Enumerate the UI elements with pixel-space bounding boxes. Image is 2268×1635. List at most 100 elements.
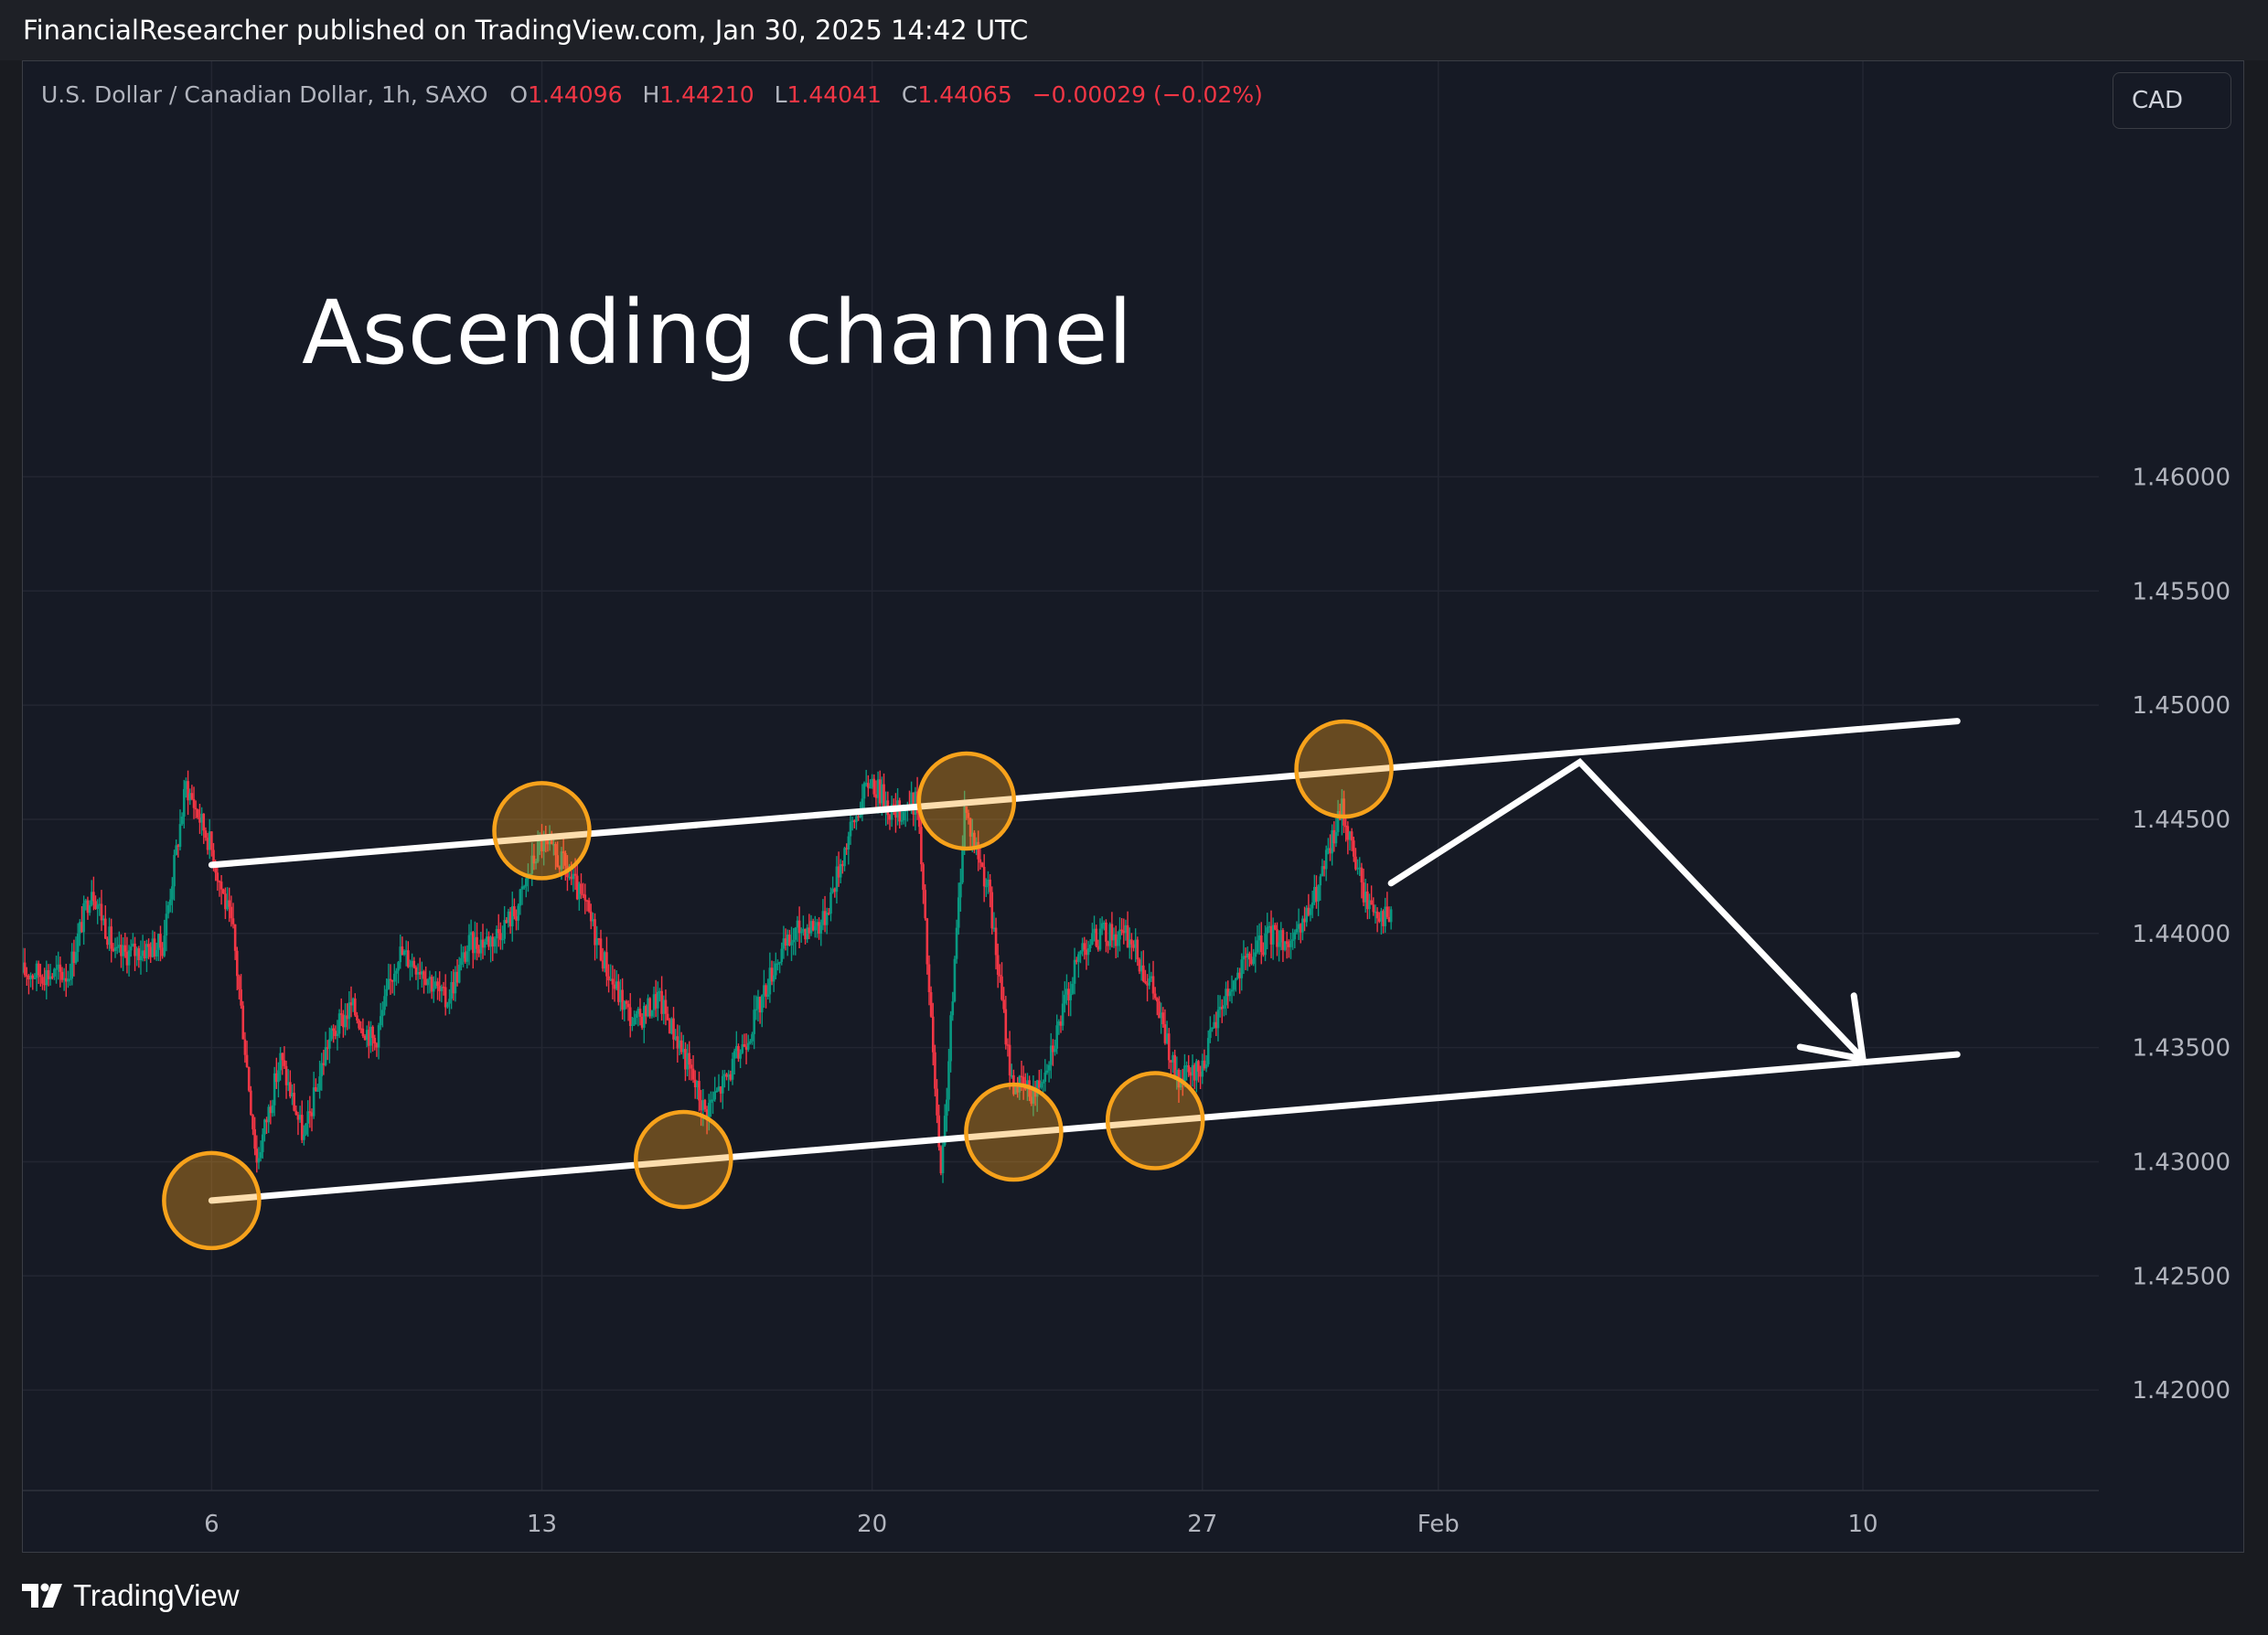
candle-down[interactable] — [841, 863, 844, 867]
candle-down[interactable] — [100, 903, 103, 921]
candle-up[interactable] — [474, 936, 476, 954]
candle-down[interactable] — [725, 1074, 728, 1077]
candle-down[interactable] — [508, 911, 512, 927]
candle-down[interactable] — [27, 976, 30, 980]
candle-up[interactable] — [1268, 925, 1271, 928]
candle-down[interactable] — [112, 948, 115, 951]
candle-up[interactable] — [82, 903, 85, 933]
candle-down[interactable] — [925, 918, 929, 965]
candle-down[interactable] — [1006, 1044, 1010, 1046]
candle-down[interactable] — [455, 971, 459, 983]
candle-up[interactable] — [377, 1025, 380, 1048]
candle-up[interactable] — [113, 947, 117, 951]
candle-down[interactable] — [255, 1149, 259, 1163]
candle-up[interactable] — [178, 824, 182, 848]
candle-down[interactable] — [554, 843, 557, 856]
candle-up[interactable] — [560, 851, 563, 870]
candle-up[interactable] — [486, 936, 488, 942]
candle-down[interactable] — [125, 951, 129, 966]
candle-down[interactable] — [241, 1005, 245, 1040]
candle-up[interactable] — [1297, 924, 1300, 929]
candle-up[interactable] — [132, 943, 134, 947]
candle-down[interactable] — [599, 938, 603, 961]
candle-down[interactable] — [326, 1047, 329, 1049]
candle-up[interactable] — [48, 976, 52, 979]
candle-up[interactable] — [1160, 1012, 1162, 1019]
candle-up[interactable] — [809, 921, 813, 934]
candle-up[interactable] — [578, 883, 581, 900]
candle-down[interactable] — [1344, 825, 1347, 828]
candle-down[interactable] — [1281, 930, 1285, 950]
candle-down[interactable] — [1262, 952, 1265, 956]
candle-down[interactable] — [1259, 935, 1263, 953]
candle-up[interactable] — [298, 1115, 302, 1120]
candle-down[interactable] — [363, 1035, 367, 1041]
candle-up[interactable] — [816, 922, 818, 926]
price-chart[interactable]: Ascending channel 1.46000 1.45500 1.45000 1… — [23, 61, 2243, 1552]
candle-down[interactable] — [283, 1060, 286, 1066]
candle-down[interactable] — [700, 1100, 702, 1111]
candle-down[interactable] — [332, 1028, 335, 1031]
candle-up[interactable] — [794, 927, 797, 940]
candle-up[interactable] — [727, 1074, 731, 1077]
candle-up[interactable] — [336, 1033, 339, 1037]
candle-down[interactable] — [228, 900, 231, 907]
candle-up[interactable] — [1305, 907, 1309, 923]
candle-up[interactable] — [155, 949, 158, 956]
candle-down[interactable] — [92, 892, 95, 902]
candle-up[interactable] — [721, 1075, 724, 1094]
candle-down[interactable] — [23, 962, 27, 976]
candle-up[interactable] — [772, 975, 776, 982]
candle-up[interactable] — [753, 1010, 755, 1034]
candle-down[interactable] — [654, 994, 658, 1009]
candle-up[interactable] — [642, 1006, 646, 1028]
candle-up[interactable] — [1331, 829, 1333, 854]
candle-down[interactable] — [570, 876, 573, 880]
candle-up[interactable] — [572, 873, 575, 880]
candle-down[interactable] — [1052, 1045, 1054, 1053]
candle-down[interactable] — [334, 1031, 337, 1037]
candle-up[interactable] — [1204, 1063, 1208, 1069]
candle-down[interactable] — [556, 855, 559, 868]
chart-panel[interactable]: Ascending channel 1.46000 1.45500 1.45000 1… — [22, 60, 2244, 1553]
candle-down[interactable] — [1022, 1076, 1025, 1085]
candle-up[interactable] — [1134, 939, 1137, 948]
candle-down[interactable] — [289, 1082, 292, 1097]
candle-down[interactable] — [418, 971, 422, 975]
candle-down[interactable] — [688, 1053, 691, 1065]
candle-down[interactable] — [563, 852, 567, 866]
candle-up[interactable] — [517, 905, 520, 921]
candle-up[interactable] — [731, 1058, 734, 1080]
candle-up[interactable] — [392, 973, 396, 982]
candle-up[interactable] — [1117, 939, 1119, 946]
candle-down[interactable] — [582, 893, 584, 896]
candle-up[interactable] — [1225, 988, 1227, 1006]
candle-up[interactable] — [525, 878, 528, 887]
candle-up[interactable] — [959, 882, 962, 898]
candle-up[interactable] — [23, 962, 25, 973]
candle-down[interactable] — [1105, 922, 1107, 942]
candle-down[interactable] — [1307, 907, 1311, 915]
candle-down[interactable] — [770, 967, 774, 982]
candle-up[interactable] — [749, 1041, 752, 1043]
candle-down[interactable] — [867, 783, 870, 788]
candle-up[interactable] — [84, 900, 88, 903]
candle-down[interactable] — [546, 839, 550, 845]
candle-down[interactable] — [924, 890, 926, 919]
candle-up[interactable] — [1014, 1086, 1017, 1095]
candle-up[interactable] — [465, 951, 469, 962]
candle-down[interactable] — [1274, 924, 1277, 930]
candle-up[interactable] — [619, 989, 622, 1002]
candle-down[interactable] — [342, 1014, 345, 1028]
candle-up[interactable] — [741, 1043, 744, 1053]
candle-down[interactable] — [883, 784, 885, 812]
candle-up[interactable] — [775, 963, 777, 976]
candle-down[interactable] — [573, 873, 577, 876]
candle-up[interactable] — [383, 996, 386, 1010]
candle-up[interactable] — [165, 914, 168, 936]
candle-up[interactable] — [1183, 1065, 1186, 1084]
candle-up[interactable] — [1309, 908, 1312, 915]
candle-down[interactable] — [1362, 882, 1365, 903]
candle-up[interactable] — [259, 1151, 262, 1159]
candle-down[interactable] — [505, 920, 508, 924]
